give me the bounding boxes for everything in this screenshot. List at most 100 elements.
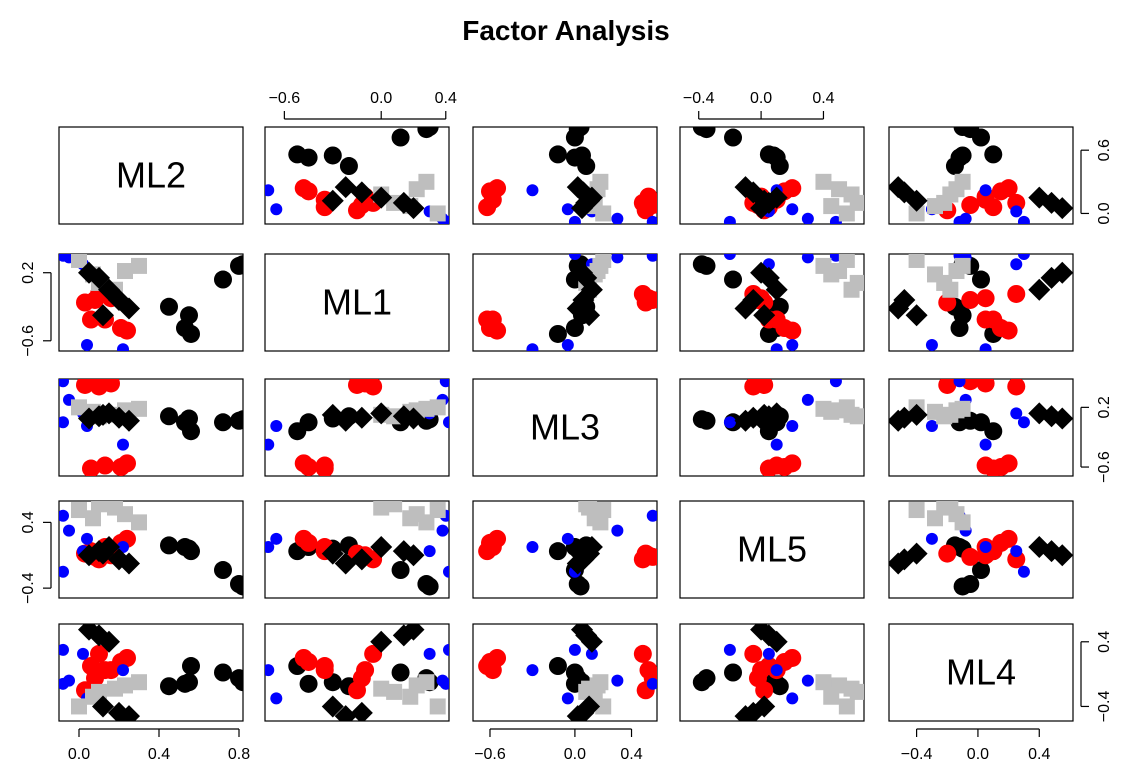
data-point <box>339 157 358 176</box>
data-point <box>423 647 436 660</box>
data-point <box>488 179 507 198</box>
data-point <box>925 420 938 433</box>
data-point <box>71 698 87 715</box>
data-point <box>976 310 995 329</box>
data-point <box>1028 278 1051 301</box>
data-point <box>1017 215 1030 224</box>
data-point <box>77 647 89 660</box>
data-point <box>439 379 449 388</box>
data-point <box>843 680 860 697</box>
data-point <box>418 400 435 417</box>
diagonal-label-ML4: ML4 <box>946 652 1016 693</box>
data-point <box>979 343 992 351</box>
row-tick-label-ML2: 0.6 <box>1096 139 1113 161</box>
data-point <box>815 257 832 274</box>
data-point <box>786 339 799 351</box>
data-point <box>783 321 802 340</box>
data-point <box>961 379 980 391</box>
data-point <box>182 657 200 676</box>
data-point <box>724 663 743 682</box>
data-point <box>59 379 69 388</box>
data-point <box>815 400 832 417</box>
data-point <box>370 186 393 209</box>
data-point <box>420 577 439 596</box>
data-point <box>783 179 802 198</box>
data-point <box>526 664 539 677</box>
data-point <box>92 695 114 718</box>
panel-frame-ML2-ML3 <box>472 126 658 225</box>
data-point <box>1010 545 1023 558</box>
data-point <box>565 128 584 147</box>
panel-points-ML3-ML1 <box>265 379 449 476</box>
data-point <box>723 643 736 656</box>
data-point <box>548 145 567 164</box>
row-tick-label-ML5: −0.4 <box>20 572 37 604</box>
data-point <box>418 674 435 691</box>
data-point <box>1017 565 1030 578</box>
data-point <box>592 257 609 274</box>
data-point <box>927 510 943 527</box>
data-point <box>646 215 657 224</box>
data-point <box>566 176 589 199</box>
panel-points-ML2-ML3 <box>478 127 657 224</box>
data-point <box>1017 254 1030 260</box>
data-point <box>829 379 842 388</box>
data-point <box>753 403 776 426</box>
data-point <box>352 669 371 688</box>
data-point <box>889 297 910 320</box>
tick-label-ML3: 0.4 <box>620 746 642 763</box>
data-point <box>578 542 601 565</box>
data-point <box>770 438 783 451</box>
data-point <box>831 263 848 280</box>
data-point <box>734 409 757 432</box>
data-point <box>770 664 783 677</box>
data-point <box>611 254 624 264</box>
data-point <box>370 630 393 653</box>
data-point <box>976 289 995 308</box>
data-point <box>117 677 133 694</box>
data-point <box>90 644 108 663</box>
data-point <box>392 540 415 563</box>
data-point <box>578 189 601 212</box>
data-point <box>299 148 318 167</box>
data-point <box>961 290 980 309</box>
data-point <box>59 509 69 522</box>
tick-label-ML1: 0.0 <box>370 90 392 107</box>
data-point <box>443 643 449 656</box>
data-point <box>999 454 1018 473</box>
data-point <box>265 541 275 554</box>
data-point <box>783 454 802 473</box>
data-point <box>234 255 243 274</box>
data-point <box>568 215 581 224</box>
data-point <box>418 173 435 190</box>
data-point <box>59 416 69 429</box>
data-point <box>548 542 567 561</box>
data-point <box>908 254 925 268</box>
data-point <box>323 146 342 165</box>
tick-label-ML3: −0.6 <box>474 746 506 763</box>
data-point <box>91 501 107 513</box>
data-point <box>1028 402 1051 425</box>
data-point <box>961 547 980 566</box>
tick-label-ML2: 0.8 <box>228 746 250 763</box>
data-point <box>86 290 104 309</box>
data-point <box>334 176 357 199</box>
data-point <box>63 674 75 687</box>
data-point <box>160 407 178 426</box>
data-point <box>392 405 415 428</box>
data-point <box>744 644 763 663</box>
panel-frame-ML2-ML2 <box>58 126 244 225</box>
panel-points-ML2-ML5 <box>692 127 864 224</box>
data-point <box>214 663 232 682</box>
data-point <box>160 677 178 696</box>
data-point <box>646 254 657 262</box>
data-point <box>748 669 767 688</box>
data-point <box>734 705 757 721</box>
data-point <box>753 304 776 327</box>
data-point <box>643 196 657 215</box>
data-point <box>117 664 129 677</box>
data-point <box>548 324 567 343</box>
data-point <box>938 544 957 563</box>
data-point <box>364 644 383 663</box>
data-point <box>102 379 120 393</box>
